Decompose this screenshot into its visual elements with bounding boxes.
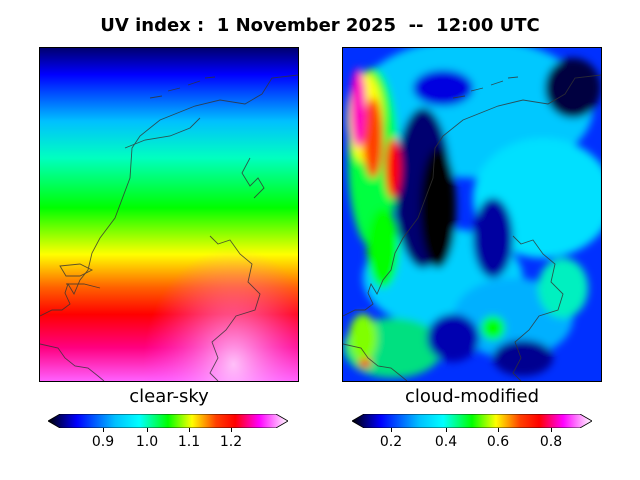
cloud-modified-tick-label: 0.6 <box>486 434 510 450</box>
clear-sky-map <box>39 47 299 382</box>
tick-mark <box>498 428 499 432</box>
cloud-modified-map <box>342 47 602 382</box>
map-title: UV index : 1 November 2025 -- 12:00 UTC <box>100 15 540 36</box>
clear-sky-tick-label: 0.9 <box>91 434 115 450</box>
tick-mark <box>446 428 447 432</box>
tick-mark <box>391 428 392 432</box>
clear-sky-tick-label: 1.1 <box>177 434 201 450</box>
clear-sky-colorbar <box>48 414 288 428</box>
tick-mark <box>189 428 190 432</box>
cloud-modified-tick-label: 0.8 <box>539 434 563 450</box>
coastline-right <box>343 74 601 381</box>
tick-mark <box>147 428 148 432</box>
clear-sky-tick-label: 1.2 <box>219 434 243 450</box>
tick-mark <box>231 428 232 432</box>
clear-sky-tick-label: 1.0 <box>135 434 159 450</box>
cloud-modified-caption: cloud-modified <box>404 386 540 407</box>
coastline-left <box>40 74 298 381</box>
clear-sky-caption: clear-sky <box>129 386 209 407</box>
cloud-modified-tick-label: 0.2 <box>379 434 403 450</box>
tick-mark <box>551 428 552 432</box>
tick-mark <box>103 428 104 432</box>
cloud-modified-tick-label: 0.4 <box>434 434 458 450</box>
cloud-modified-colorbar <box>352 414 592 428</box>
